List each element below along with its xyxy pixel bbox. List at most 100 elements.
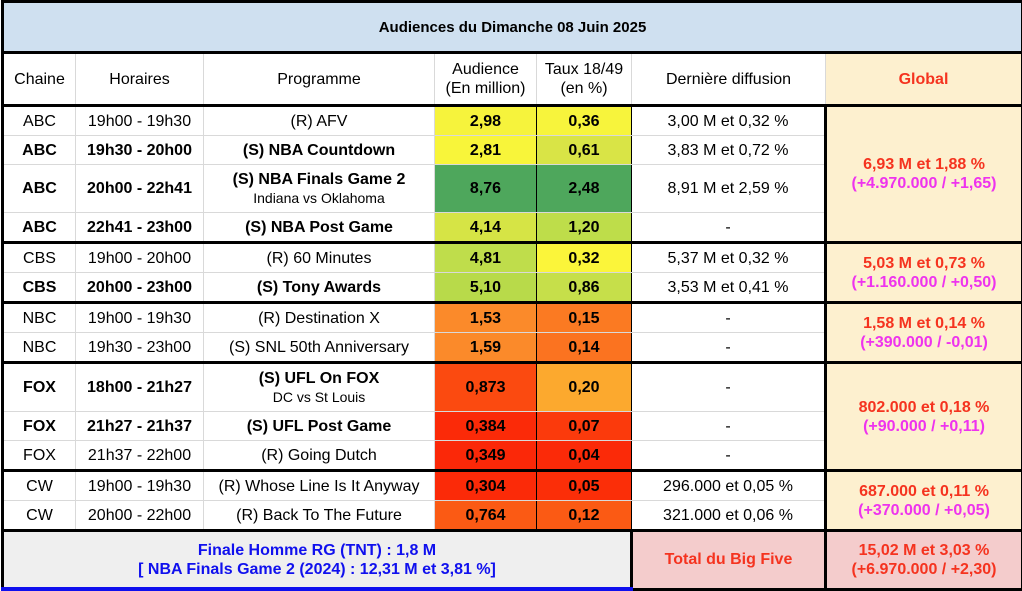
programme-title: (R) Whose Line Is It Anyway [204, 477, 434, 496]
cell-taux: 0,04 [537, 441, 632, 471]
programme-title: (R) AFV [204, 112, 434, 131]
title-row: Audiences du Dimanche 08 Juin 2025 [3, 2, 1022, 53]
cell-chaine: ABC [3, 136, 76, 165]
total-big-five-label: Total du Big Five [632, 531, 826, 590]
header-taux-line2: (en %) [560, 80, 607, 97]
header-horaires: Horaires [76, 53, 204, 106]
cell-taux: 0,86 [537, 273, 632, 303]
header-row: Chaine Horaires Programme Audience(En mi… [3, 53, 1022, 106]
table-row: NBC 19h00 - 19h30 (R) Destination X 1,53… [3, 303, 1022, 333]
cell-programme: (R) Whose Line Is It Anyway [204, 471, 435, 501]
global-main: 6,93 M et 1,88 % [827, 155, 1021, 174]
global-delta: (+4.970.000 / +1,65) [827, 174, 1021, 193]
programme-title: (R) Going Dutch [204, 446, 434, 465]
cell-derniere-diffusion: - [632, 333, 826, 363]
cell-chaine: NBC [3, 303, 76, 333]
cell-derniere-diffusion: - [632, 303, 826, 333]
global-delta: (+90.000 / +0,11) [827, 417, 1021, 436]
header-taux: Taux 18/49 (en %) [537, 53, 632, 106]
cell-programme: (S) UFL Post Game [204, 412, 435, 441]
cell-audience: 1,53 [435, 303, 537, 333]
cell-global: 1,58 M et 0,14 % (+390.000 / -0,01) [826, 303, 1022, 363]
cell-programme: (S) Tony Awards [204, 273, 435, 303]
cell-audience: 0,764 [435, 501, 537, 531]
cell-horaires: 19h00 - 19h30 [76, 303, 204, 333]
table-row: CW 19h00 - 19h30 (R) Whose Line Is It An… [3, 471, 1022, 501]
cell-taux: 0,61 [537, 136, 632, 165]
cell-taux: 0,15 [537, 303, 632, 333]
cell-derniere-diffusion: 3,00 M et 0,32 % [632, 106, 826, 136]
cell-horaires: 19h00 - 19h30 [76, 471, 204, 501]
cell-programme: (R) AFV [204, 106, 435, 136]
header-chaine: Chaine [3, 53, 76, 106]
programme-title: (S) Tony Awards [204, 278, 434, 297]
programme-title: (S) NBA Countdown [204, 141, 434, 160]
cell-derniere-diffusion: - [632, 412, 826, 441]
total-delta: (+6.970.000 / +2,30) [827, 560, 1021, 579]
header-audience-line2: (En million) [445, 80, 525, 97]
cell-audience: 0,384 [435, 412, 537, 441]
cell-audience: 0,349 [435, 441, 537, 471]
cell-programme: (R) Going Dutch [204, 441, 435, 471]
programme-subtitle: Indiana vs Oklahoma [204, 189, 434, 208]
cell-audience: 4,81 [435, 243, 537, 273]
cell-taux: 2,48 [537, 165, 632, 213]
programme-title: (R) 60 Minutes [204, 249, 434, 268]
footer-note-rg: Finale Homme RG (TNT) : 1,8 M [4, 541, 630, 560]
cell-global: 6,93 M et 1,88 % (+4.970.000 / +1,65) [826, 106, 1022, 243]
global-main: 687.000 et 0,11 % [827, 482, 1021, 501]
cell-horaires: 21h37 - 22h00 [76, 441, 204, 471]
cell-derniere-diffusion: 3,83 M et 0,72 % [632, 136, 826, 165]
cell-programme: (S) SNL 50th Anniversary [204, 333, 435, 363]
cell-horaires: 19h30 - 20h00 [76, 136, 204, 165]
cell-derniere-diffusion: - [632, 441, 826, 471]
total-big-five-value: 15,02 M et 3,03 % (+6.970.000 / +2,30) [826, 531, 1022, 590]
cell-chaine: FOX [3, 412, 76, 441]
cell-chaine: CBS [3, 273, 76, 303]
cell-audience: 0,873 [435, 363, 537, 412]
cell-global: 802.000 et 0,18 % (+90.000 / +0,11) [826, 363, 1022, 471]
cell-audience: 5,10 [435, 273, 537, 303]
programme-title: (S) NBA Post Game [204, 218, 434, 237]
cell-derniere-diffusion: 5,37 M et 0,32 % [632, 243, 826, 273]
footer-note-nba-2024: [ NBA Finals Game 2 (2024) : 12,31 M et … [4, 560, 630, 579]
cell-taux: 0,20 [537, 363, 632, 412]
cell-chaine: ABC [3, 165, 76, 213]
header-derniere-diffusion: Dernière diffusion [632, 53, 826, 106]
cell-taux: 0,14 [537, 333, 632, 363]
cell-global: 5,03 M et 0,73 % (+1.160.000 / +0,50) [826, 243, 1022, 303]
cell-chaine: ABC [3, 106, 76, 136]
global-main: 1,58 M et 0,14 % [827, 314, 1021, 333]
cell-horaires: 18h00 - 21h27 [76, 363, 204, 412]
cell-taux: 0,05 [537, 471, 632, 501]
cell-taux: 0,32 [537, 243, 632, 273]
cell-programme: (R) Destination X [204, 303, 435, 333]
table-title: Audiences du Dimanche 08 Juin 2025 [3, 2, 1022, 53]
cell-global: 687.000 et 0,11 % (+370.000 / +0,05) [826, 471, 1022, 531]
programme-title: (S) UFL On FOX [204, 369, 434, 388]
cell-chaine: CW [3, 501, 76, 531]
cell-chaine: CBS [3, 243, 76, 273]
cell-derniere-diffusion: 321.000 et 0,06 % [632, 501, 826, 531]
cell-chaine: ABC [3, 213, 76, 243]
programme-title: (S) SNL 50th Anniversary [204, 338, 434, 357]
cell-audience: 8,76 [435, 165, 537, 213]
programme-title: (S) NBA Finals Game 2 [204, 170, 434, 189]
footer-notes: Finale Homme RG (TNT) : 1,8 M [ NBA Fina… [3, 531, 632, 590]
programme-title: (S) UFL Post Game [204, 417, 434, 436]
cell-taux: 0,12 [537, 501, 632, 531]
cell-derniere-diffusion: - [632, 213, 826, 243]
header-taux-line1: Taux 18/49 [545, 61, 623, 78]
global-delta: (+1.160.000 / +0,50) [827, 273, 1021, 292]
total-main: 15,02 M et 3,03 % [827, 541, 1021, 560]
cell-horaires: 20h00 - 22h00 [76, 501, 204, 531]
footer-row: Finale Homme RG (TNT) : 1,8 M [ NBA Fina… [3, 531, 1022, 590]
cell-programme: (R) Back To The Future [204, 501, 435, 531]
header-global: Global [826, 53, 1022, 106]
cell-audience: 4,14 [435, 213, 537, 243]
cell-horaires: 19h30 - 23h00 [76, 333, 204, 363]
global-delta: (+390.000 / -0,01) [827, 333, 1021, 352]
